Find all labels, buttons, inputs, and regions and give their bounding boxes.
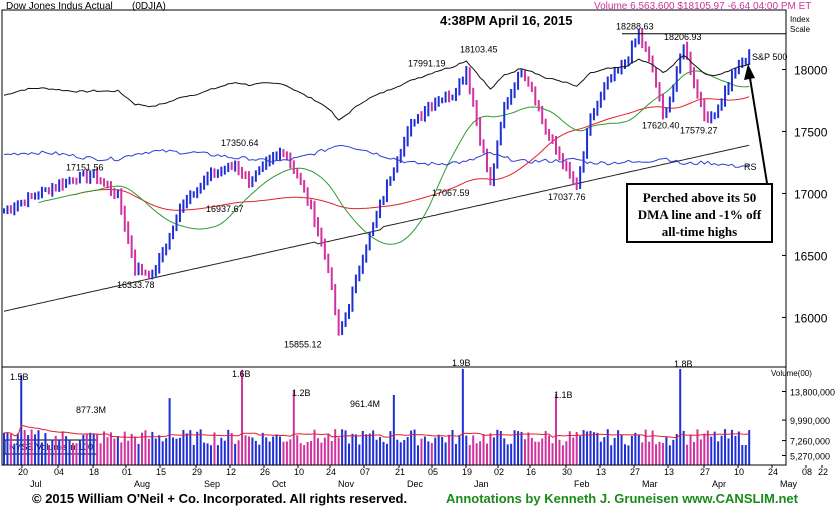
y-tick-label: 17000: [794, 187, 828, 201]
price-annotation: 16333.78: [117, 280, 155, 290]
x-day-label: 24: [326, 467, 336, 477]
x-day-label: 13: [664, 467, 674, 477]
chart-timestamp: 4:38PM April 16, 2015: [440, 13, 572, 28]
header-stats: Volume 6,563,600 $18105.97 -6.64 04:00 P…: [594, 1, 811, 12]
vol-tick-label: 13,800,000: [790, 388, 835, 398]
x-month-label: Mar: [642, 479, 658, 489]
callout-line-1: Perched above its 50: [642, 190, 757, 205]
x-month-label: Feb: [574, 479, 590, 489]
volume-annotation: 877.3M: [76, 405, 106, 415]
price-annotation: 16937.67: [206, 204, 244, 214]
price-annotation: 18206.93: [664, 32, 702, 42]
sp500-label: S&P 500: [752, 52, 787, 62]
x-day-label: 07: [360, 467, 370, 477]
rs-label: RS: [744, 162, 757, 172]
price-annotation: 18103.45: [460, 45, 498, 55]
y-tick-label: 16500: [794, 249, 828, 263]
x-month-label: Sep: [204, 479, 220, 489]
x-day-label: 20: [18, 467, 28, 477]
callout-arrow-line: [749, 77, 768, 184]
x-month-label: Dec: [407, 479, 424, 489]
x-day-label: 05: [428, 467, 438, 477]
x-day-label: 24: [768, 467, 778, 477]
callout-arrow-head: [744, 64, 755, 80]
callout-line-2: DMA line and -1% off: [637, 207, 762, 222]
price-annotation: 17037.76: [548, 192, 586, 202]
annotation-callout: Perched above its 50 DMA line and -1% of…: [626, 183, 773, 243]
volume-annotation: 1.9B: [452, 358, 471, 368]
x-month-label: Apr: [712, 479, 726, 489]
x-day-label: 10: [294, 467, 304, 477]
copyright-text: © 2015 William O'Neil + Co. Incorporated…: [32, 491, 408, 506]
volume-annotation: 1.1B: [554, 390, 573, 400]
chart-canvas: Dow Jones Indus Actual (0DJIA) Volume 6,56…: [1, 1, 835, 489]
x-day-label: 29: [192, 467, 202, 477]
annotation-credit: Annotations by Kenneth J. Gruneisen www.…: [446, 491, 798, 506]
x-month-label: Jul: [30, 479, 42, 489]
vol-tick-label: 7,260,000: [790, 437, 830, 447]
header-title: Dow Jones Indus Actual: [6, 1, 113, 12]
volume-annotation: 961.4M: [350, 399, 380, 409]
price-annotation: 17350.64: [221, 138, 259, 148]
x-day-label: 08: [802, 467, 812, 477]
price-annotation: 17620.40: [642, 121, 680, 131]
vol-tick-label: 9,990,000: [790, 416, 830, 426]
volume-average-line: [3, 424, 750, 439]
x-day-label: 15: [156, 467, 166, 477]
x-month-label: Aug: [134, 479, 150, 489]
price-annotation: 15855.12: [284, 339, 322, 349]
x-day-label: 10: [734, 467, 744, 477]
x-day-label: 27: [630, 467, 640, 477]
x-month-label: Oct: [272, 479, 287, 489]
x-day-label: 30: [562, 467, 572, 477]
x-month-label: Nov: [338, 479, 355, 489]
y-tick-label: 18000: [794, 64, 828, 78]
index-scale-label: Scale: [790, 25, 811, 34]
header-symbol: (0DJIA): [132, 1, 166, 12]
x-day-label: 22: [818, 467, 828, 477]
y-tick-label: 16000: [794, 311, 828, 325]
green-ma-line: [38, 70, 750, 245]
x-day-label: 27: [700, 467, 710, 477]
x-day-label: 19: [462, 467, 472, 477]
volume-legend: NYSE Volume in 100: [9, 442, 93, 452]
x-day-label: 04: [54, 467, 64, 477]
x-day-label: 01: [122, 467, 132, 477]
x-day-label: 12: [226, 467, 236, 477]
x-month-label: Jan: [474, 479, 489, 489]
x-day-label: 02: [494, 467, 504, 477]
x-day-label: 26: [260, 467, 270, 477]
y-tick-label: 17500: [794, 125, 828, 139]
price-annotation: 18288.63: [616, 22, 654, 32]
volume-annotation: 1.2B: [292, 388, 311, 398]
vol-tick-label: 5,270,000: [790, 451, 830, 461]
x-day-label: 13: [596, 467, 606, 477]
volume-annotation: 1.5B: [10, 372, 29, 382]
rs-line: [3, 144, 750, 168]
volume-annotation: 1.8B: [674, 359, 693, 369]
callout-line-3: all-time highs: [661, 224, 738, 239]
price-annotation: 17151.56: [66, 163, 104, 173]
price-annotation: 17579.27: [680, 126, 718, 136]
volume-title: Volume(00): [771, 369, 812, 378]
sp500-line: [3, 54, 750, 121]
long-ma-line: [3, 144, 750, 312]
x-day-label: 16: [526, 467, 536, 477]
x-day-label: 18: [89, 467, 99, 477]
x-month-label: May: [780, 479, 798, 489]
index-scale-label: Index: [790, 15, 810, 24]
price-annotation: 17991.19: [408, 59, 446, 69]
x-day-label: 21: [395, 467, 405, 477]
red-ma-line: [72, 96, 750, 211]
footer: © 2015 William O'Neil + Co. Incorporated…: [0, 490, 840, 510]
price-annotation: 17067.59: [432, 188, 470, 198]
volume-annotation: 1.6B: [232, 369, 251, 379]
